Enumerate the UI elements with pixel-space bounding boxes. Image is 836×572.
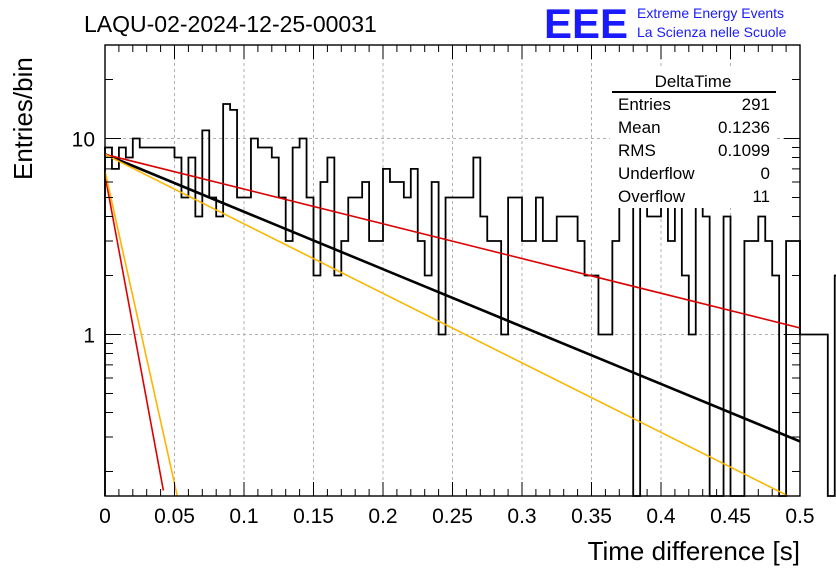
x-tick-label: 0.1 <box>229 505 258 528</box>
stats-value-underflow: 0 <box>761 164 770 183</box>
stats-value-rms: 0.1099 <box>718 141 770 160</box>
fit-line <box>105 153 800 329</box>
y-tick-label: 10 <box>72 129 95 152</box>
fit-lines <box>105 153 800 496</box>
x-tick-label: 0.35 <box>571 505 612 528</box>
x-tick-label: 0.25 <box>432 505 473 528</box>
x-tick-label: 0.15 <box>293 505 334 528</box>
histogram-outline <box>104 103 836 497</box>
histogram <box>104 103 836 497</box>
x-tick-label: 0.4 <box>646 505 676 528</box>
eee-logo: EEE <box>544 0 628 47</box>
x-tick-label: 0.05 <box>154 505 195 528</box>
x-tick-label: 0.3 <box>507 505 536 528</box>
x-tick-label: 0.5 <box>785 505 814 528</box>
fit-line <box>105 175 165 491</box>
logo-line-1: Extreme Energy Events <box>637 5 784 21</box>
fit-line <box>105 171 179 496</box>
logo-line-2: La Scienza nelle Scuole <box>637 24 787 40</box>
x-tick-label: 0 <box>99 505 111 528</box>
grid <box>105 45 800 496</box>
stats-box: DeltaTime Entries 291 Mean 0.1236 RMS 0.… <box>610 68 776 208</box>
stats-value-mean: 0.1236 <box>718 118 770 137</box>
stats-box-title: DeltaTime <box>655 72 732 91</box>
stats-label-entries: Entries <box>618 95 671 114</box>
x-tick-label: 0.45 <box>710 505 751 528</box>
fit-line <box>105 153 800 443</box>
x-axis-label: Time difference [s] <box>588 536 800 566</box>
stats-label-overflow: Overflow <box>618 187 686 206</box>
stats-value-entries: 291 <box>742 95 770 114</box>
y-axis-label: Entries/bin <box>8 57 38 180</box>
stats-label-rms: RMS <box>618 141 656 160</box>
x-tick-label: 0.2 <box>368 505 397 528</box>
stats-label-mean: Mean <box>618 118 661 137</box>
fit-line <box>105 153 791 496</box>
stats-label-underflow: Underflow <box>618 164 695 183</box>
chart-title: LAQU-02-2024-12-25-00031 <box>84 11 377 37</box>
stats-value-overflow: 11 <box>752 187 770 206</box>
y-tick-label: 1 <box>83 325 95 348</box>
